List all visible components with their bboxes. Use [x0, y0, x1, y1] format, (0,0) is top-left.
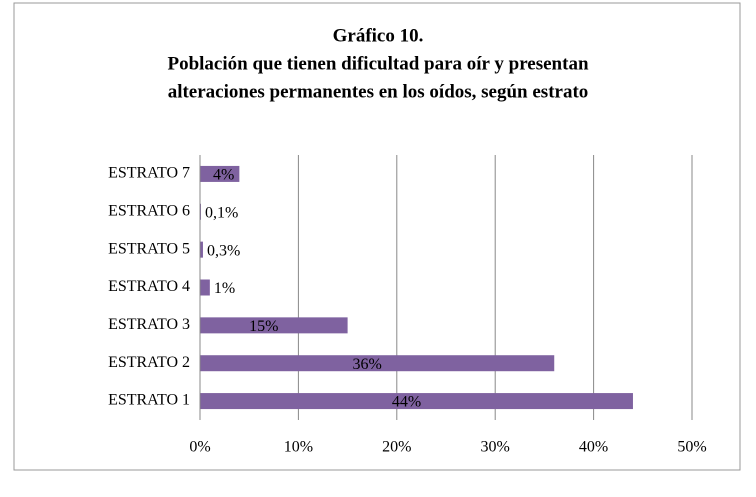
bar — [200, 165, 240, 182]
x-tick-label: 20% — [382, 439, 411, 456]
y-tick-label: ESTRATO 2 — [108, 354, 190, 371]
value-label: 1% — [214, 280, 235, 297]
value-label: 36% — [352, 356, 381, 373]
chart-frame — [13, 2, 741, 471]
y-tick-label: ESTRATO 3 — [108, 316, 190, 333]
bar — [200, 393, 633, 410]
x-tick-label: 0% — [189, 439, 210, 456]
chart-title: Población que tienen dificultad para oír… — [167, 53, 588, 74]
value-label: 44% — [392, 394, 421, 411]
x-tick-label: 10% — [284, 439, 313, 456]
bar — [200, 241, 203, 258]
value-label: 4% — [213, 167, 234, 184]
bar — [200, 279, 210, 296]
chart-title: Gráfico 10. — [333, 25, 424, 46]
y-tick-label: ESTRATO 7 — [108, 165, 190, 182]
x-tick-label: 50% — [677, 439, 706, 456]
value-label: 15% — [249, 318, 278, 335]
bar — [200, 355, 555, 372]
y-tick-label: ESTRATO 5 — [108, 240, 190, 257]
bar — [200, 317, 348, 334]
x-tick-label: 40% — [579, 439, 608, 456]
y-tick-label: ESTRATO 4 — [108, 278, 190, 295]
value-label: 0,1% — [205, 204, 238, 221]
y-tick-label: ESTRATO 1 — [108, 392, 190, 409]
y-tick-label: ESTRATO 6 — [108, 202, 190, 219]
chart-title: alteraciones permanentes en los oídos, s… — [168, 81, 589, 102]
x-tick-label: 30% — [481, 439, 510, 456]
value-label: 0,3% — [207, 242, 240, 259]
